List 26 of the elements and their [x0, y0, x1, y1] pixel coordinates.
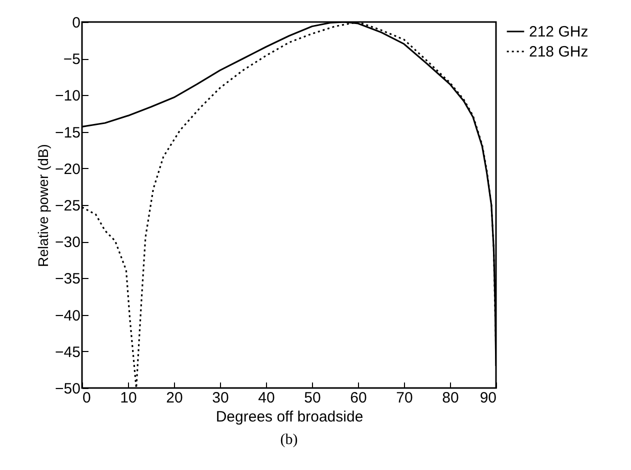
x-tick-label: 70	[396, 390, 413, 406]
y-tick-label: −15	[55, 124, 80, 142]
x-tick-label: 40	[258, 390, 275, 406]
text: (b)	[280, 432, 298, 448]
x-tick-label: 10	[120, 390, 137, 406]
x-tick-label: 20	[166, 390, 183, 406]
x-tick-label: 50	[304, 390, 321, 406]
x-tick-label: 60	[350, 390, 367, 406]
x-tick-label: 90	[480, 390, 496, 406]
legend-label: 212 GHz	[529, 24, 588, 40]
y-tick-label: −50	[55, 380, 80, 398]
y-tick-label: −40	[55, 307, 80, 324]
y-tick-label: −5	[63, 51, 80, 68]
y-tick-label: −10	[55, 88, 80, 105]
x-tick-label: 30	[212, 390, 229, 406]
legend-label: 218 GHz	[529, 44, 588, 60]
x-tick-label: 80	[442, 390, 459, 406]
y-tick-label: −30	[55, 234, 80, 252]
x-axis-title: Degrees off broadside	[216, 408, 364, 426]
y-tick-label: −45	[55, 344, 80, 361]
y-tick-label: 0	[72, 14, 80, 32]
x-tick-label: 0	[82, 390, 91, 406]
y-tick-label: −35	[55, 270, 80, 288]
y-tick-label: −25	[55, 198, 80, 214]
y-tick-label: −20	[55, 160, 80, 178]
y-axis-title: Relative power (dB)	[35, 144, 52, 267]
